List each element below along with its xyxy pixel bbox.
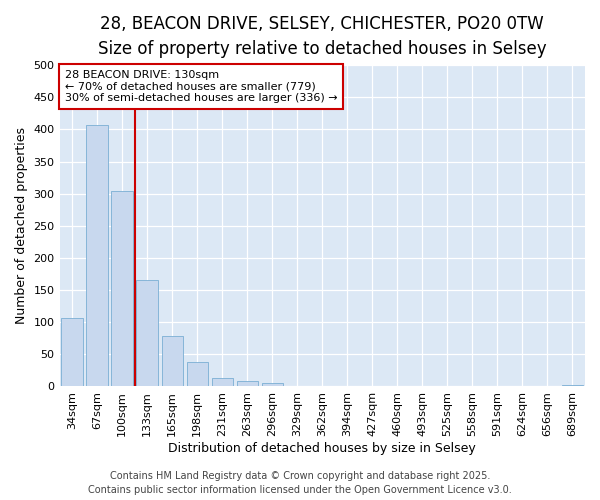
Bar [562,384,583,386]
Text: Contains HM Land Registry data © Crown copyright and database right 2025.
Contai: Contains HM Land Registry data © Crown c… [88,471,512,495]
Bar [61,318,83,386]
Bar [161,336,183,386]
Bar [262,383,283,386]
Title: 28, BEACON DRIVE, SELSEY, CHICHESTER, PO20 0TW
Size of property relative to deta: 28, BEACON DRIVE, SELSEY, CHICHESTER, PO… [98,15,547,58]
Bar [187,362,208,386]
Bar [236,382,258,386]
Bar [136,280,158,386]
Bar [212,378,233,386]
Bar [112,191,133,386]
Y-axis label: Number of detached properties: Number of detached properties [15,128,28,324]
Text: 28 BEACON DRIVE: 130sqm
← 70% of detached houses are smaller (779)
30% of semi-d: 28 BEACON DRIVE: 130sqm ← 70% of detache… [65,70,337,103]
X-axis label: Distribution of detached houses by size in Selsey: Distribution of detached houses by size … [169,442,476,455]
Bar [86,125,108,386]
